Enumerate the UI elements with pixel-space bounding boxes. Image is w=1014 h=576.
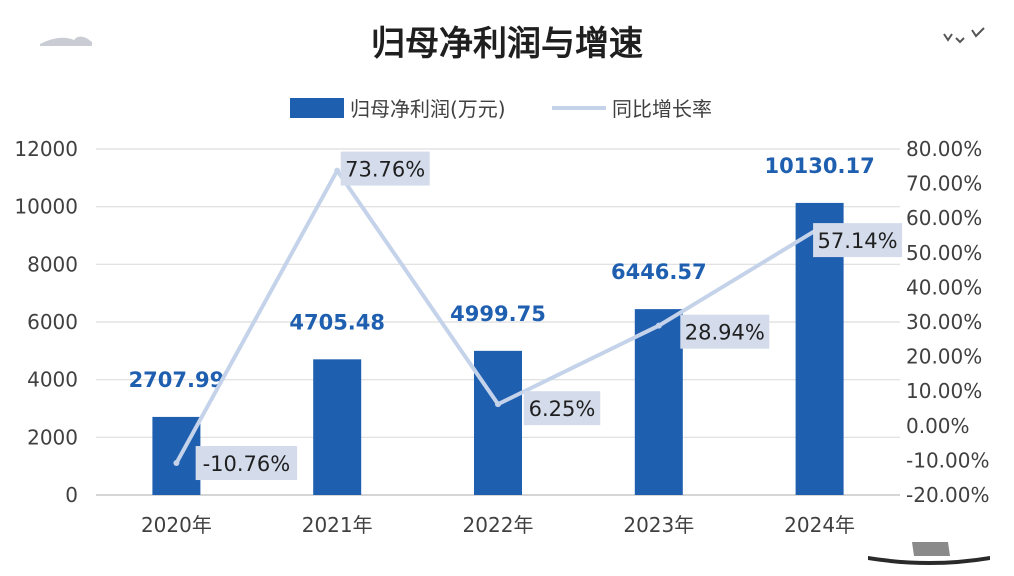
chart-title: 归母净利润与增速 — [371, 24, 643, 64]
bar-value-label: 4999.75 — [450, 302, 546, 326]
right-tick-label: 20.00% — [906, 345, 982, 369]
growth-point — [495, 401, 501, 408]
left-tick-label: 4000 — [27, 368, 78, 392]
growth-value-label: 28.94% — [685, 321, 765, 345]
birds-ornament-icon — [943, 27, 985, 44]
x-tick-label: 2023年 — [623, 513, 694, 537]
growth-value-label: -10.76% — [203, 452, 291, 476]
mountain-ornament-icon — [40, 36, 92, 46]
left-tick-label: 6000 — [27, 310, 78, 334]
left-tick-label: 0 — [65, 483, 78, 507]
x-tick-label: 2020年 — [141, 513, 212, 537]
right-tick-label: 0.00% — [906, 414, 970, 438]
bar — [634, 309, 683, 495]
right-tick-label: 60.00% — [906, 206, 982, 230]
left-axis-ticks: 0 2000 4000 6000 8000 10000 12000 — [14, 137, 78, 507]
right-tick-label: -20.00% — [906, 483, 989, 507]
bar-value-label: 2707.99 — [129, 368, 225, 392]
left-tick-label: 12000 — [14, 137, 78, 161]
x-tick-label: 2024年 — [784, 513, 855, 537]
x-axis-ticks: 2020年 2021年 2022年 2023年 2024年 — [141, 513, 855, 537]
right-axis-ticks: -20.00% -10.00% 0.00% 10.00% 20.00% 30.00% 40.… — [906, 137, 989, 507]
growth-value-label: 6.25% — [529, 397, 596, 421]
bar-value-label: 4705.48 — [289, 310, 385, 334]
growth-value-label: 57.14% — [818, 229, 898, 253]
growth-label-box — [340, 151, 430, 186]
bar — [474, 350, 522, 495]
growth-value-label: 73.76% — [345, 158, 425, 182]
legend-line-label: 同比增长率 — [612, 97, 712, 121]
right-tick-label: 10.00% — [906, 379, 982, 403]
right-tick-label: 40.00% — [906, 275, 982, 299]
left-tick-label: 8000 — [27, 252, 78, 276]
growth-point — [173, 460, 180, 467]
bar — [313, 359, 362, 495]
boat-cabin-icon — [912, 542, 950, 556]
legend-bar-label: 归母净利润(万元) — [350, 97, 506, 121]
growth-label-box — [813, 223, 903, 258]
right-tick-label: 30.00% — [906, 310, 982, 334]
right-tick-label: 50.00% — [906, 241, 982, 265]
bar-value-label: 10130.17 — [764, 154, 874, 178]
growth-point — [334, 167, 341, 174]
growth-labels: -10.76% 73.76% 6.25% 28.94% 57.14% — [195, 151, 903, 481]
left-tick-label: 2000 — [27, 425, 78, 449]
legend: 归母净利润(万元) 同比增长率 — [290, 97, 712, 121]
left-tick-label: 10000 — [14, 195, 78, 219]
bar-labels: 2707.99 4705.48 4999.75 6446.57 10130.17 — [129, 154, 875, 392]
right-tick-label: 80.00% — [906, 137, 982, 161]
x-tick-label: 2021年 — [302, 513, 373, 537]
right-tick-label: 70.00% — [906, 172, 982, 196]
legend-bar-swatch — [290, 98, 344, 118]
growth-label-box — [680, 314, 770, 349]
boat-ornament-icon — [868, 556, 990, 565]
growth-point — [655, 322, 662, 329]
growth-label-box — [523, 391, 601, 426]
x-tick-label: 2022年 — [463, 513, 534, 537]
bar-value-label: 6446.57 — [611, 260, 707, 284]
right-tick-label: -10.00% — [906, 448, 989, 472]
growth-label-box — [195, 446, 298, 481]
